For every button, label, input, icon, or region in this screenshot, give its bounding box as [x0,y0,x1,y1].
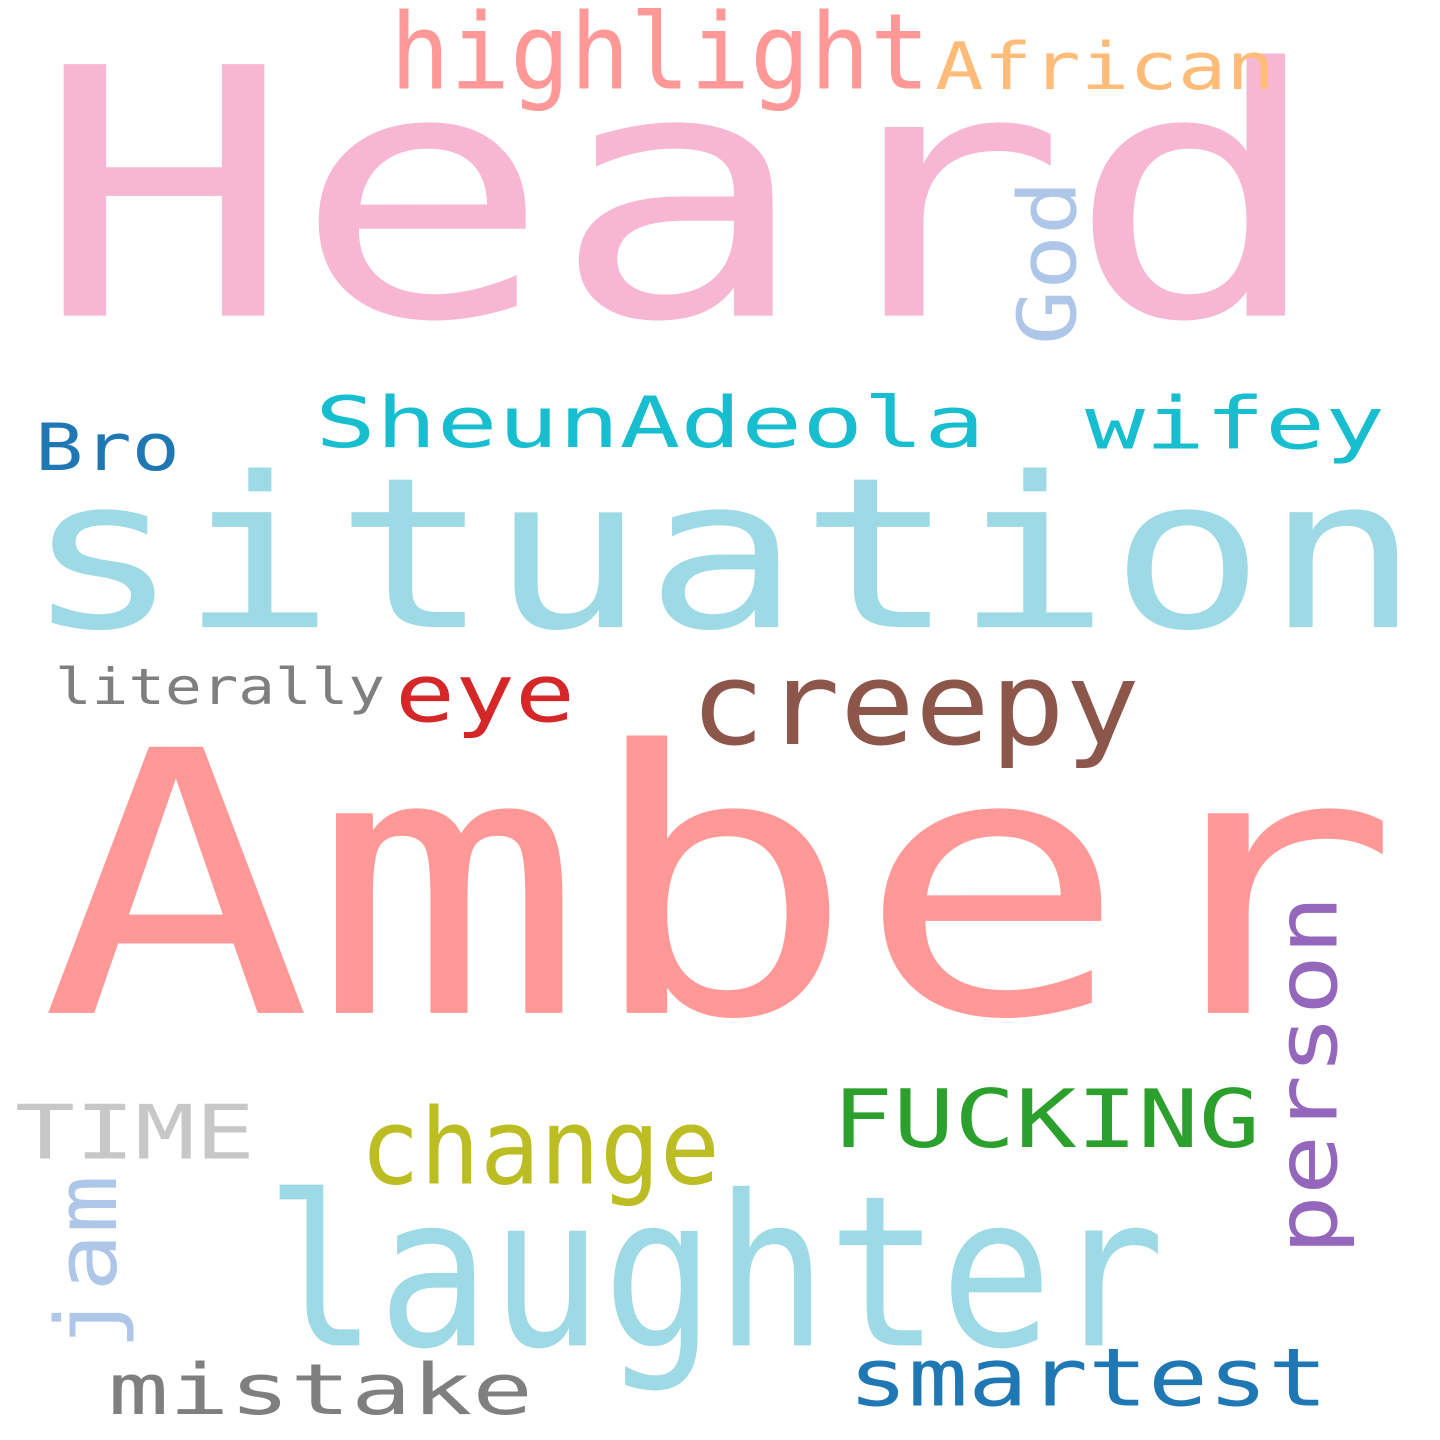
word-bro: Bro [35,409,180,486]
word-amber: Amber [40,674,1400,1100]
word-eye: eye [395,647,575,741]
word-situation: situation [25,432,1420,677]
word-god: God [1000,180,1095,345]
word-creepy: creepy [690,637,1140,772]
word-mistake: mistake [108,1348,533,1431]
word-wifey: wifey [1085,381,1385,466]
word-highlight: highlight [390,0,930,114]
word-smartest: smartest [848,1330,1328,1425]
word-fucking: FUCKING [832,1072,1260,1166]
word-laughter: laughter [265,1152,1165,1396]
word-person: person [1257,895,1358,1255]
word-african: African [935,29,1275,106]
word-sheunadeola: SheunAdeola [315,381,985,464]
word-literally: literally [55,658,385,717]
word-time: TIME [15,1088,255,1177]
word-change: change [360,1085,720,1209]
word-heard: Heard [35,0,1325,398]
word-jam: jam [37,1175,137,1350]
